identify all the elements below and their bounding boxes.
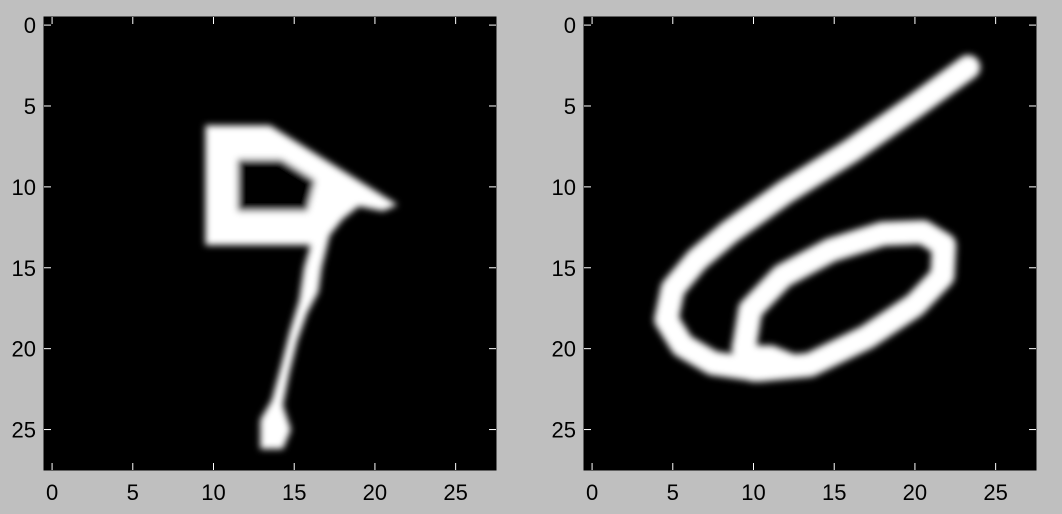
y-tick-label: 5 [564,94,576,119]
y-tick-label: 10 [552,175,576,200]
x-tick-label: 5 [127,480,139,505]
x-tick-label: 20 [903,480,927,505]
digit-stroke [730,345,798,375]
y-tick-label: 0 [564,13,576,38]
x-tick-label: 15 [282,480,306,505]
y-tick-label: 10 [12,175,36,200]
digit-loop-hole [237,159,316,212]
x-tick-label: 25 [443,480,467,505]
y-tick-label: 25 [552,418,576,443]
x-tick-label: 0 [46,480,58,505]
x-tick-label: 5 [667,480,679,505]
axes-frame [583,16,1037,471]
y-tick-label: 15 [552,256,576,281]
y-tick-label: 15 [12,256,36,281]
x-tick-label: 25 [983,480,1007,505]
x-tick-label: 10 [741,480,765,505]
y-tick-label: 0 [24,13,36,38]
y-tick-label: 5 [24,94,36,119]
x-tick-label: 15 [822,480,846,505]
axes-frame [43,16,497,471]
y-tick-label: 20 [12,337,36,362]
x-tick-label: 0 [586,480,598,505]
digit-image-panel-left: 0 5 10 15 20 25 0 5 10 15 20 25 [12,13,497,505]
digit-stroke [654,55,981,382]
image-background [584,17,1036,470]
x-tick-label: 20 [363,480,387,505]
digit-strokes [205,125,398,450]
digit-strokes [654,55,981,382]
y-tick-label: 20 [552,337,576,362]
y-tick-label: 25 [12,418,36,443]
x-tick-label: 10 [201,480,225,505]
digit-image-panel-right: 0 5 10 15 20 25 0 5 10 15 20 25 [552,13,1037,505]
